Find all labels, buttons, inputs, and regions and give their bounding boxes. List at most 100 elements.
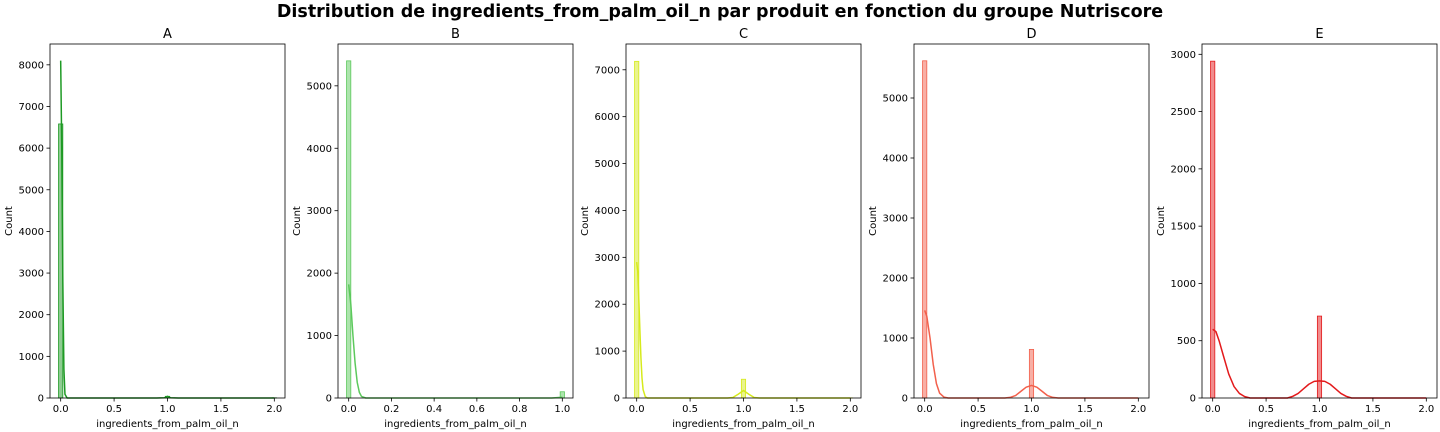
y-tick-label: 6000 bbox=[19, 144, 44, 155]
x-tick-label: 0.0 bbox=[53, 404, 69, 415]
y-tick-label: 2500 bbox=[1171, 107, 1196, 118]
y-tick-label: 2000 bbox=[883, 274, 908, 285]
y-axis-label: Count bbox=[580, 206, 591, 236]
y-tick-label: 0 bbox=[902, 394, 908, 405]
y-tick-label: 1000 bbox=[19, 352, 44, 363]
x-tick-label: 2.0 bbox=[1418, 404, 1434, 415]
y-tick-label: 2000 bbox=[1171, 164, 1196, 175]
x-axis-label: ingredients_from_palm_oil_n bbox=[96, 419, 239, 430]
x-tick-label: 0.5 bbox=[682, 404, 698, 415]
y-tick-label: 1000 bbox=[595, 347, 620, 358]
subplot-c: 0.0 0.5 1.0 1.5 2.0 0 1000 2000 3000 4000 5000 6000… bbox=[580, 27, 862, 430]
y-tick-label: 1000 bbox=[883, 334, 908, 345]
y-tick-label: 7000 bbox=[595, 65, 620, 76]
y-tick-label: 0 bbox=[326, 394, 332, 405]
y-tick-label: 3000 bbox=[19, 269, 44, 280]
x-tick-label: 0.2 bbox=[383, 404, 399, 415]
y-tick-label: 2000 bbox=[19, 310, 44, 321]
x-axis-label: ingredients_from_palm_oil_n bbox=[960, 419, 1103, 430]
axes-frame bbox=[337, 43, 574, 399]
histogram-bar bbox=[740, 378, 747, 399]
y-tick-label: 3000 bbox=[883, 214, 908, 225]
x-tick-label: 2.0 bbox=[842, 404, 858, 415]
y-tick-label: 2000 bbox=[307, 269, 332, 280]
kde-curve bbox=[635, 261, 851, 399]
y-tick-label: 3000 bbox=[307, 206, 332, 217]
x-tick-label: 1.5 bbox=[1077, 404, 1093, 415]
kde-curve bbox=[923, 310, 1139, 399]
subplot-d: 0.0 0.5 1.0 1.5 2.0 0 1000 2000 3000 4000 5000 ingr… bbox=[868, 27, 1150, 430]
y-tick-label: 3000 bbox=[1171, 50, 1196, 61]
x-tick-label: 0.0 bbox=[629, 404, 645, 415]
x-tick-label: 1.0 bbox=[1312, 404, 1328, 415]
y-tick-label: 500 bbox=[1177, 336, 1196, 347]
kde-curve bbox=[1212, 328, 1427, 399]
y-tick-label: 0 bbox=[38, 394, 44, 405]
y-tick-label: 7000 bbox=[19, 102, 44, 113]
y-tick-label: 4000 bbox=[595, 206, 620, 217]
y-tick-label: 4000 bbox=[19, 227, 44, 238]
y-tick-label: 6000 bbox=[595, 112, 620, 123]
y-tick-label: 4000 bbox=[307, 144, 332, 155]
y-tick-label: 0 bbox=[614, 394, 620, 405]
axes-frame bbox=[49, 43, 286, 399]
y-tick-label: 1000 bbox=[1171, 279, 1196, 290]
subplot-title: D bbox=[1026, 27, 1036, 42]
x-axis-label: ingredients_from_palm_oil_n bbox=[384, 419, 527, 430]
kde-curve bbox=[59, 60, 275, 399]
y-axis-label: Count bbox=[1156, 206, 1167, 236]
x-tick-label: 2.0 bbox=[266, 404, 282, 415]
subplot-title: C bbox=[739, 27, 748, 42]
y-tick-label: 4000 bbox=[883, 154, 908, 165]
subplot-b: 0.0 0.2 0.4 0.6 0.8 1.0 0 1000 2000 3000 4000 5000 i… bbox=[292, 27, 574, 430]
x-axis-label: ingredients_from_palm_oil_n bbox=[672, 419, 815, 430]
x-tick-label: 1.0 bbox=[160, 404, 176, 415]
x-tick-label: 1.0 bbox=[1024, 404, 1040, 415]
x-tick-label: 0.0 bbox=[341, 404, 357, 415]
x-tick-label: 1.5 bbox=[789, 404, 805, 415]
y-tick-label: 0 bbox=[1190, 394, 1196, 405]
x-tick-label: 0.0 bbox=[1205, 404, 1221, 415]
x-tick-label: 1.5 bbox=[1365, 404, 1381, 415]
x-tick-label: 0.0 bbox=[917, 404, 933, 415]
y-tick-label: 5000 bbox=[19, 185, 44, 196]
histogram-bar bbox=[1028, 348, 1035, 399]
axes-frame bbox=[913, 43, 1150, 399]
x-tick-label: 1.0 bbox=[736, 404, 752, 415]
y-tick-label: 5000 bbox=[307, 81, 332, 92]
histogram-bar bbox=[922, 60, 928, 399]
axes-frame bbox=[625, 43, 862, 399]
subplot-title: A bbox=[163, 27, 172, 42]
x-tick-label: 1.5 bbox=[213, 404, 229, 415]
x-tick-label: 2.0 bbox=[1130, 404, 1146, 415]
y-tick-label: 1500 bbox=[1171, 222, 1196, 233]
figure-title: Distribution de ingredients_from_palm_oi… bbox=[276, 2, 1164, 22]
x-tick-label: 0.6 bbox=[469, 404, 485, 415]
y-tick-label: 3000 bbox=[595, 253, 620, 264]
x-tick-label: 0.8 bbox=[512, 404, 528, 415]
histogram-bar bbox=[634, 60, 640, 399]
y-tick-label: 5000 bbox=[595, 159, 620, 170]
y-tick-label: 1000 bbox=[307, 331, 332, 342]
kde-curve bbox=[347, 284, 563, 399]
histogram-bar bbox=[346, 60, 352, 399]
x-tick-label: 0.5 bbox=[970, 404, 986, 415]
subplot-title: B bbox=[451, 27, 460, 42]
histogram-bar bbox=[1210, 60, 1216, 399]
x-tick-label: 0.5 bbox=[106, 404, 122, 415]
subplot-a: 0.0 0.5 1.0 1.5 2.0 0 1000 2000 3000 4000 5000 6000… bbox=[4, 27, 286, 430]
x-tick-label: 1.0 bbox=[554, 404, 570, 415]
y-tick-label: 2000 bbox=[595, 300, 620, 311]
subplot-title: E bbox=[1315, 27, 1323, 42]
y-tick-label: 8000 bbox=[19, 60, 44, 71]
y-axis-label: Count bbox=[868, 206, 879, 236]
subplot-e: 0.0 0.5 1.0 1.5 2.0 0 500 1000 1500 2000 2500 3000 i… bbox=[1156, 27, 1438, 430]
x-tick-label: 0.5 bbox=[1258, 404, 1274, 415]
x-tick-label: 0.4 bbox=[426, 404, 442, 415]
x-axis-label: ingredients_from_palm_oil_n bbox=[1248, 419, 1391, 430]
histogram-bar bbox=[1316, 315, 1323, 399]
y-axis-label: Count bbox=[292, 206, 303, 236]
y-tick-label: 5000 bbox=[883, 94, 908, 105]
y-axis-label: Count bbox=[4, 206, 15, 236]
